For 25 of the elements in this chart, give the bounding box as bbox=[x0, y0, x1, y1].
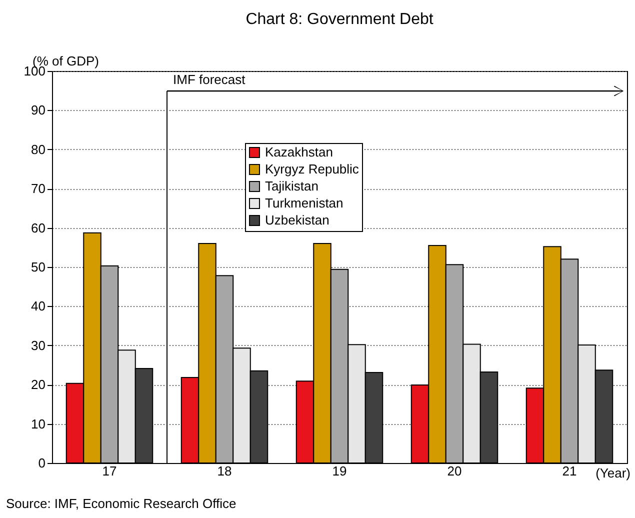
y-tick-label: 20 bbox=[31, 377, 46, 392]
y-tick-label: 10 bbox=[31, 416, 46, 432]
y-tick-label: 70 bbox=[31, 181, 46, 196]
x-tick-label: 19 bbox=[332, 464, 347, 478]
chart-title: Chart 8: Government Debt bbox=[246, 11, 434, 28]
source-note: Source: IMF, Economic Research Office bbox=[6, 496, 236, 511]
y-tick-label: 80 bbox=[31, 142, 46, 157]
legend-label: Turkmenistan bbox=[265, 196, 344, 210]
ref-line-label: IMF forecast bbox=[173, 72, 246, 87]
legend-label: Kyrgyz Republic bbox=[265, 162, 360, 176]
x-tick-label: 18 bbox=[217, 464, 232, 478]
legend-label: Tajikistan bbox=[265, 178, 318, 194]
y-tick-label: 90 bbox=[31, 102, 46, 118]
legend-label: Uzbekistan bbox=[265, 212, 330, 228]
y-tick-label: 0 bbox=[38, 456, 46, 470]
x-axis-title: (Year) bbox=[596, 466, 630, 480]
y-tick-label: 50 bbox=[31, 260, 46, 274]
x-tick-label: 20 bbox=[447, 464, 462, 478]
y-axis-title: (% of GDP) bbox=[32, 54, 99, 68]
y-tick-label: 60 bbox=[31, 220, 46, 236]
y-tick-label: 40 bbox=[31, 298, 46, 314]
x-tick-label: 17 bbox=[102, 464, 117, 478]
y-tick-label: 30 bbox=[31, 338, 46, 353]
legend-label: Kazakhstan bbox=[265, 144, 333, 160]
x-tick-label: 21 bbox=[562, 464, 577, 478]
